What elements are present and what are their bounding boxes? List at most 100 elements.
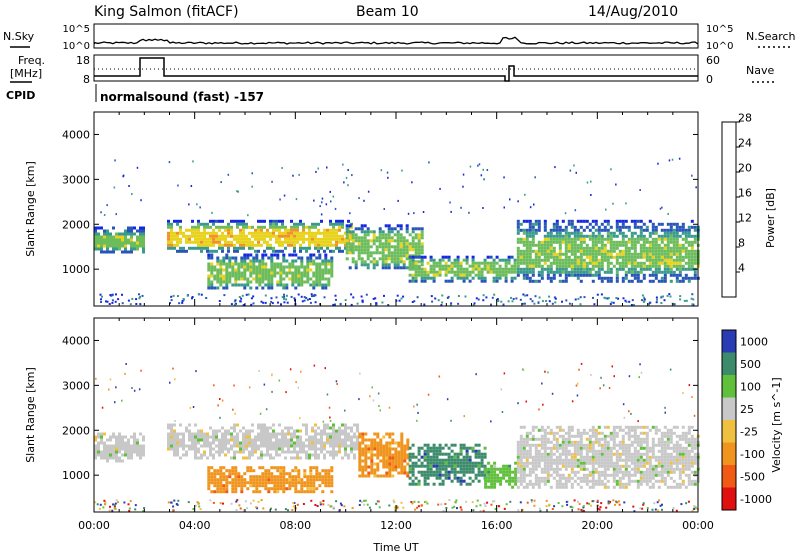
echo-cell	[231, 469, 234, 472]
echo-cell	[454, 459, 457, 462]
echo-cell	[308, 454, 311, 457]
echo-cell	[499, 259, 502, 262]
echo-cell	[106, 454, 109, 457]
echo-cell	[619, 229, 622, 232]
echo-cell	[445, 453, 448, 456]
echo-cell	[297, 275, 300, 278]
noise-cell	[383, 295, 385, 297]
echo-cell	[267, 272, 270, 275]
echo-cell	[170, 226, 173, 229]
echo-cell	[100, 442, 103, 445]
echo-cell	[191, 439, 194, 442]
sparse-echo	[481, 174, 483, 176]
echo-cell	[317, 229, 320, 232]
echo-cell	[433, 483, 436, 486]
echo-cell	[478, 471, 481, 474]
echo-cell	[559, 238, 562, 241]
echo-cell	[293, 244, 296, 247]
echo-cell	[565, 477, 568, 480]
noise-cell	[122, 302, 124, 304]
echo-cell	[616, 450, 619, 453]
echo-cell	[176, 241, 179, 244]
echo-cell	[278, 244, 281, 247]
echo-cell	[433, 277, 436, 280]
noise-cell	[520, 299, 522, 301]
echo-cell	[628, 435, 631, 438]
echo-cell	[601, 256, 604, 259]
echo-cell	[526, 250, 529, 253]
echo-cell	[264, 469, 267, 472]
echo-cell	[103, 239, 106, 242]
echo-cell	[586, 480, 589, 483]
echo-cell	[376, 469, 379, 472]
echo-cell	[604, 444, 607, 447]
echo-cell	[358, 469, 361, 472]
echo-cell	[264, 254, 267, 257]
echo-cell	[565, 444, 568, 447]
echo-cell	[541, 435, 544, 438]
echo-cell	[252, 266, 255, 269]
echo-cell	[664, 256, 667, 259]
echo-cell	[595, 241, 598, 244]
echo-cell	[520, 453, 523, 456]
echo-cell	[616, 247, 619, 250]
echo-cell	[309, 481, 312, 484]
echo-cell	[182, 442, 185, 445]
echo-cell	[388, 448, 391, 451]
echo-cell	[532, 265, 535, 268]
echo-cell	[562, 220, 565, 223]
echo-cell	[604, 250, 607, 253]
echo-cell	[448, 268, 451, 271]
echo-cell	[299, 244, 302, 247]
echo-cell	[233, 442, 236, 445]
echo-cell	[142, 233, 145, 236]
echo-cell	[637, 456, 640, 459]
echo-cell	[580, 465, 583, 468]
echo-cell	[288, 478, 291, 481]
echo-cell	[475, 265, 478, 268]
echo-cell	[231, 466, 234, 469]
echo-cell	[293, 457, 296, 460]
echo-cell	[625, 432, 628, 435]
echo-cell	[282, 490, 285, 493]
echo-cell	[469, 477, 472, 480]
echo-cell	[634, 220, 637, 223]
echo-cell	[347, 433, 350, 436]
echo-cell	[421, 471, 424, 474]
echo-cell	[311, 232, 314, 235]
echo-cell	[421, 259, 424, 262]
echo-cell	[643, 477, 646, 480]
echo-cell	[281, 220, 284, 223]
echo-cell	[388, 251, 391, 254]
echo-cell	[526, 277, 529, 280]
echo-cell	[215, 451, 218, 454]
echo-cell	[248, 445, 251, 448]
sparse-echo	[188, 203, 190, 205]
echo-cell	[610, 262, 613, 265]
echo-cell	[490, 471, 493, 474]
echo-cell	[526, 465, 529, 468]
echo-cell	[231, 487, 234, 490]
echo-cell	[640, 235, 643, 238]
echo-cell	[197, 433, 200, 436]
echo-cell	[493, 262, 496, 265]
noise-cell	[270, 301, 272, 303]
sparse-echo	[576, 172, 578, 174]
echo-cell	[318, 263, 321, 266]
echo-cell	[673, 447, 676, 450]
echo-cell	[245, 244, 248, 247]
echo-cell	[209, 235, 212, 238]
echo-cell	[332, 235, 335, 238]
echo-cell	[511, 265, 514, 268]
echo-cell	[275, 436, 278, 439]
echo-cell	[234, 260, 237, 263]
echo-cell	[219, 475, 222, 478]
echo-cell	[475, 456, 478, 459]
noise-cell	[117, 298, 119, 300]
echo-cell	[610, 238, 613, 241]
echo-cell	[197, 457, 200, 460]
echo-cell	[544, 435, 547, 438]
echo-cell	[273, 272, 276, 275]
echo-cell	[439, 465, 442, 468]
echo-cell	[103, 230, 106, 233]
